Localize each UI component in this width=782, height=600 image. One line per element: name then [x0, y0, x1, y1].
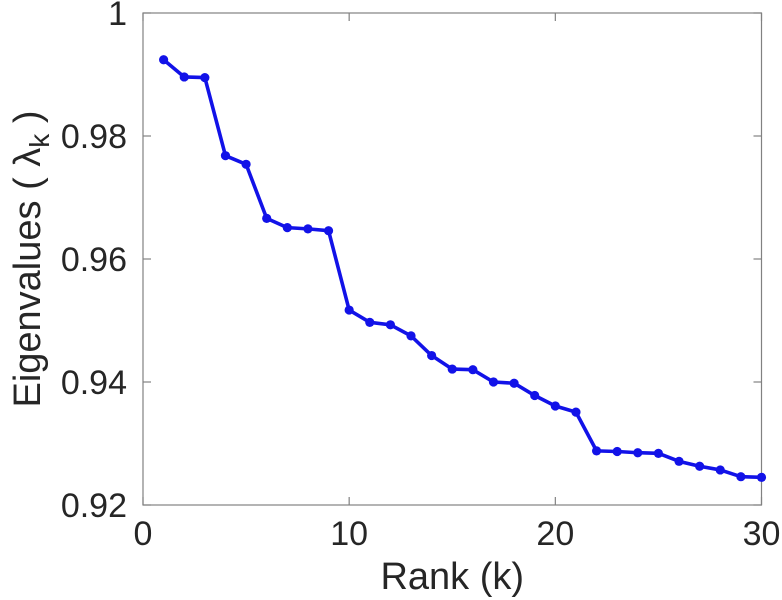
data-point [756, 472, 767, 482]
data-point [200, 72, 210, 83]
data-point [159, 55, 169, 65]
data-point [220, 151, 231, 161]
y-tick-label: 0.96 [61, 241, 127, 279]
x-tick-label: 0 [134, 515, 153, 553]
data-point [262, 213, 272, 224]
data-point [241, 159, 251, 169]
data-point [509, 378, 519, 388]
data-point [550, 401, 560, 411]
data-point [695, 461, 705, 471]
data-point [427, 350, 437, 361]
data-point [715, 465, 725, 475]
data-point [323, 226, 334, 236]
data-point [282, 223, 292, 233]
data-point [303, 224, 313, 234]
data-point [736, 472, 746, 482]
y-tick-label: 0.98 [61, 118, 127, 156]
data-point [674, 456, 684, 466]
y-tick-label: 0.92 [61, 487, 127, 525]
data-point [179, 72, 189, 82]
y-tick-label: 0.94 [61, 364, 127, 402]
data-point [653, 448, 664, 458]
data-point [488, 377, 499, 387]
data-point [612, 446, 622, 457]
data-point [571, 407, 581, 417]
data-point [633, 448, 643, 458]
data-point [385, 320, 395, 330]
data-point [591, 446, 602, 456]
data-point [530, 390, 540, 401]
y-tick-label: 1 [108, 0, 127, 33]
data-point [365, 317, 375, 327]
y-axis-label: Eigenvalues ( λk ) [7, 110, 55, 407]
x-axis-label: Rank (k) [380, 556, 524, 598]
x-tick-label: 10 [330, 515, 368, 553]
data-point [344, 305, 354, 315]
x-tick-label: 30 [743, 515, 781, 553]
data-point [468, 365, 478, 375]
x-tick-label: 20 [536, 515, 574, 553]
data-point [406, 331, 416, 341]
data-point [447, 364, 457, 374]
